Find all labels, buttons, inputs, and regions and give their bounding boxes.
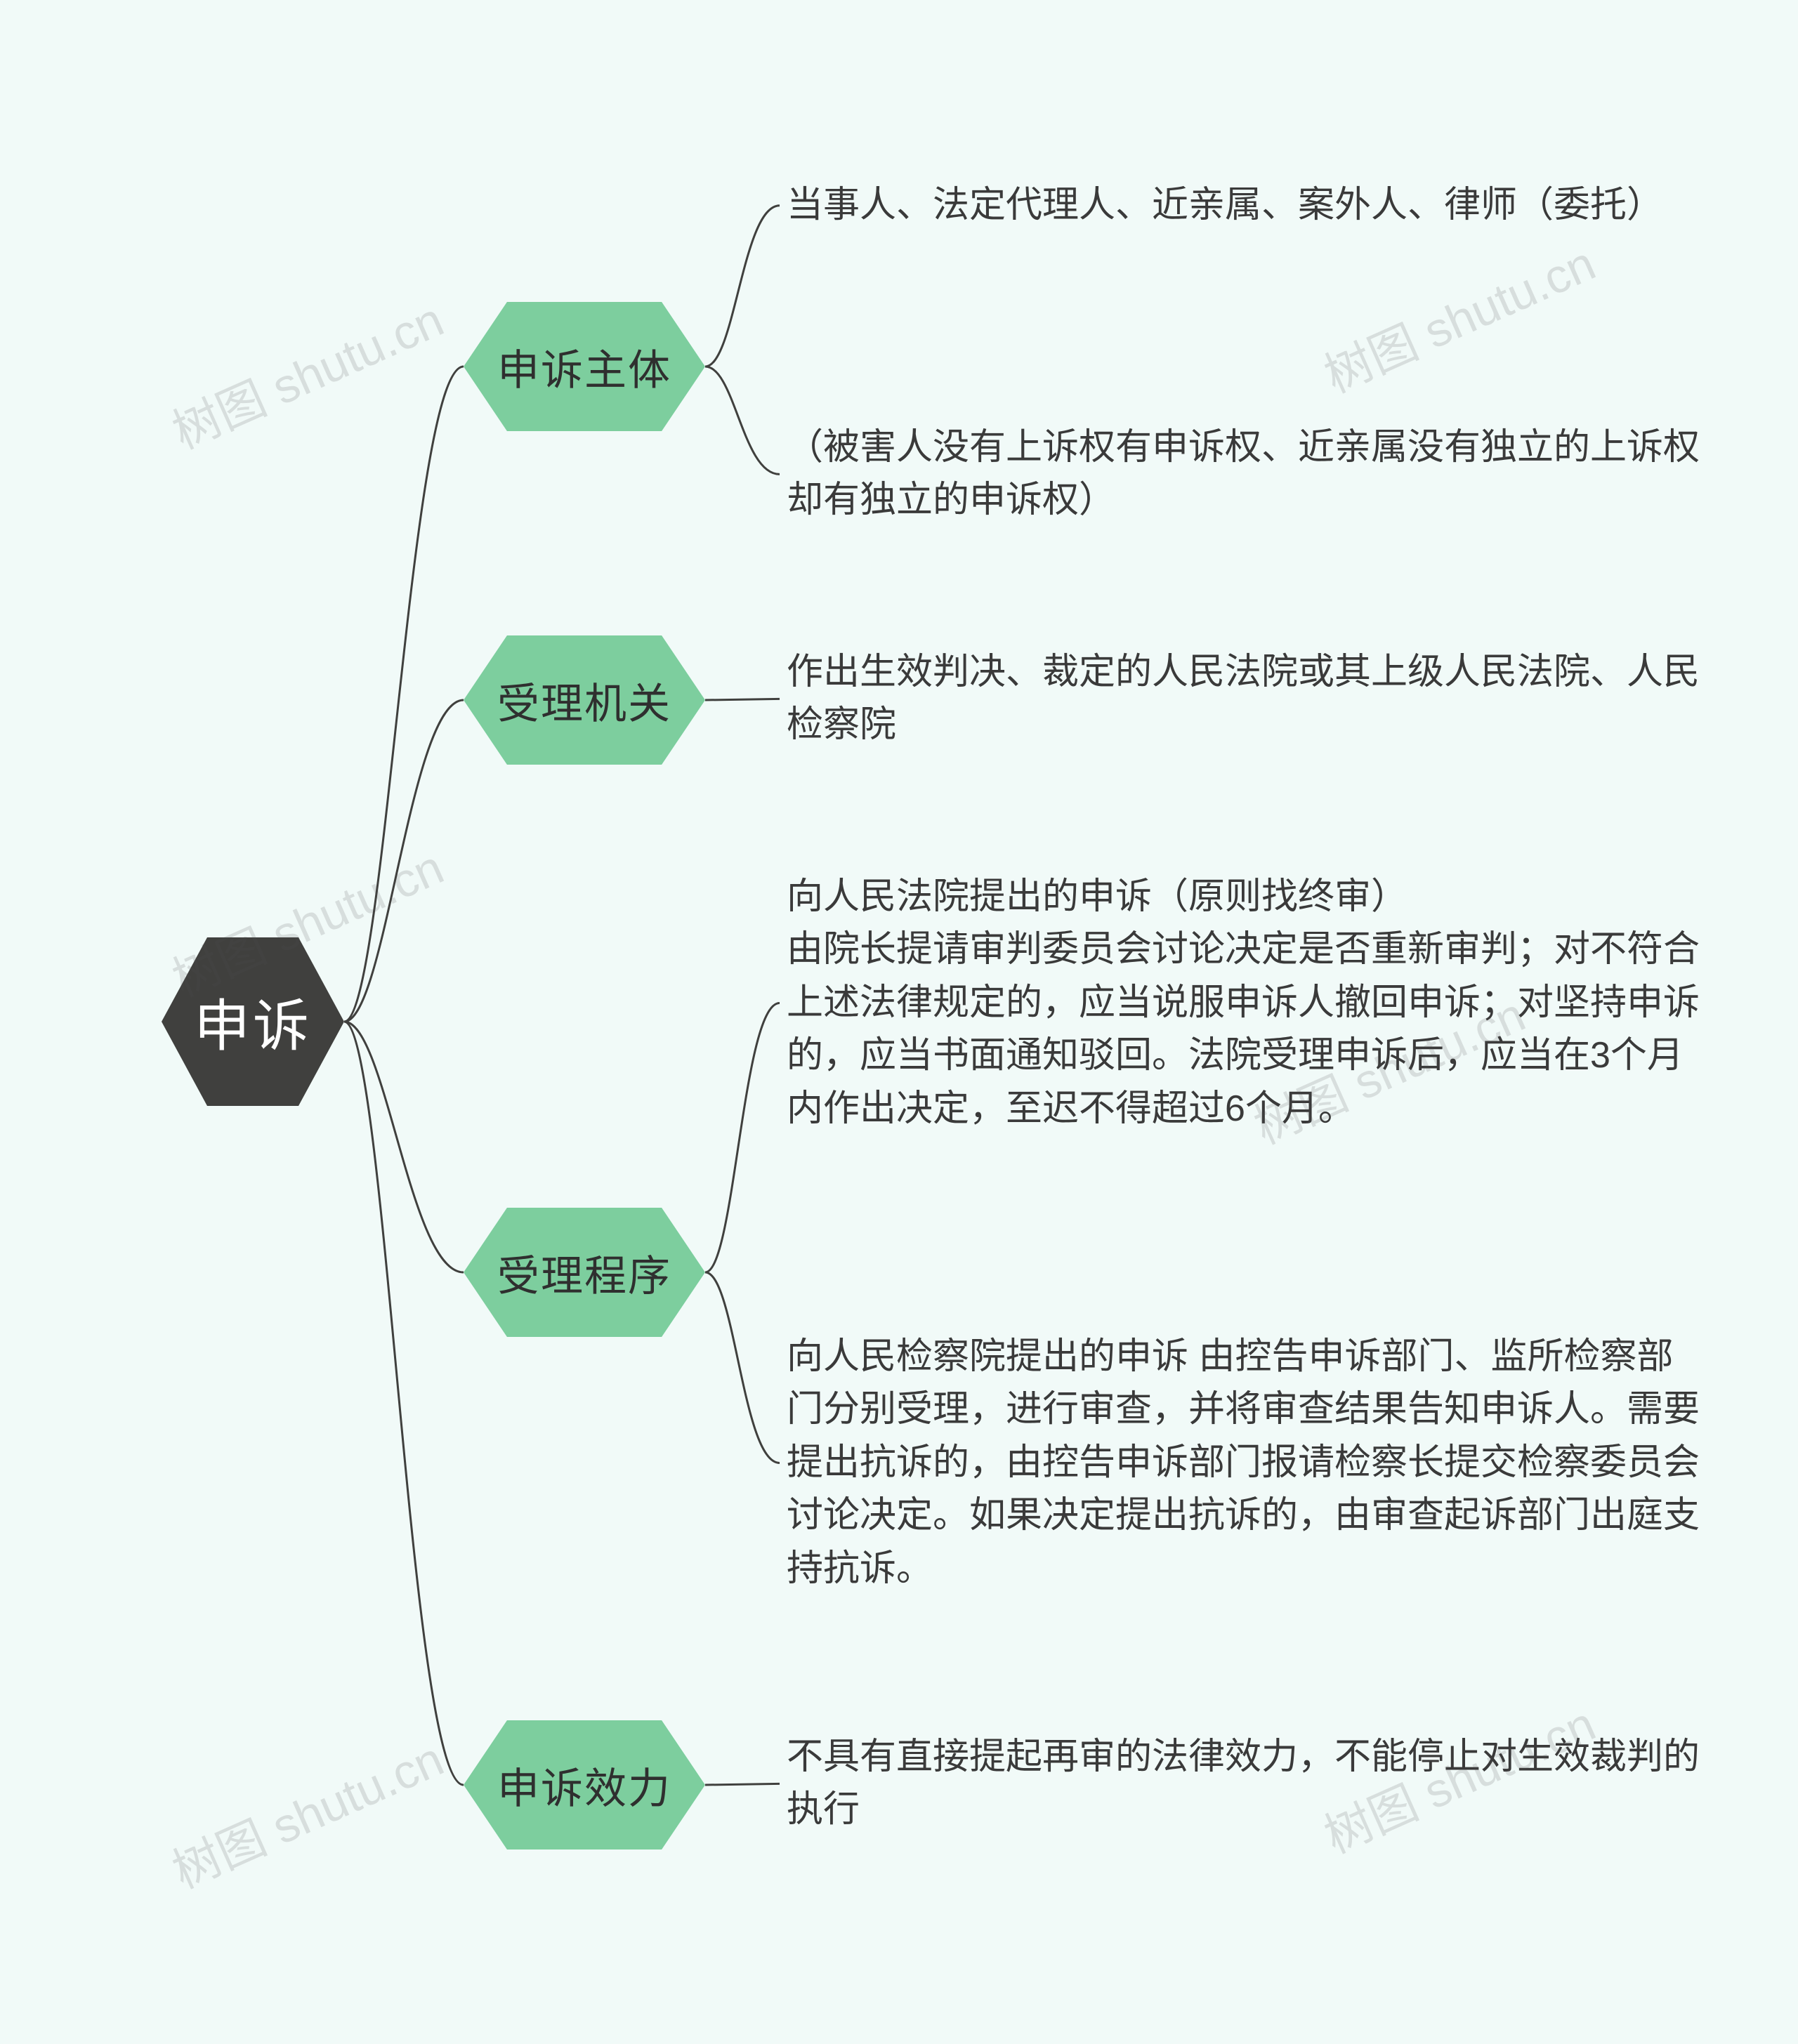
watermark: 树图 shutu.cn <box>160 282 453 463</box>
leaf-node: 作出生效判决、裁定的人民法院或其上级人民法院、人民检察院 <box>787 646 1700 752</box>
branch-node: 受理程序 <box>464 1208 705 1337</box>
leaf-node: 当事人、法定代理人、近亲属、案外人、律师（委托） <box>787 179 1700 232</box>
watermark: 树图 shutu.cn <box>160 1721 453 1902</box>
branch-label: 受理机关 <box>497 670 671 731</box>
branch-label: 申诉效力 <box>497 1755 671 1816</box>
branch-node: 受理机关 <box>464 635 705 765</box>
branch-label: 受理程序 <box>497 1242 671 1303</box>
branch-node: 申诉效力 <box>464 1720 705 1850</box>
watermark: 树图 shutu.cn <box>1312 225 1605 407</box>
leaf-node: 向人民检察院提出的申诉 由控告申诉部门、监所检察部门分别受理，进行审查，并将审查… <box>787 1331 1700 1595</box>
root-label: 申诉 <box>194 981 312 1062</box>
leaf-node: 向人民法院提出的申诉（原则找终审） 由院长提请审判委员会讨论决定是否重新审判；对… <box>787 871 1700 1135</box>
branch-label: 申诉主体 <box>497 336 671 397</box>
branch-node: 申诉主体 <box>464 302 705 431</box>
leaf-node: （被害人没有上诉权有申诉权、近亲属没有独立的上诉权却有独立的申诉权） <box>787 421 1700 527</box>
root-node: 申诉 <box>162 937 344 1106</box>
mindmap-canvas: 申诉 申诉主体受理机关受理程序申诉效力 当事人、法定代理人、近亲属、案外人、律师… <box>0 0 1798 2044</box>
leaf-node: 不具有直接提起再审的法律效力，不能停止对生效裁判的执行 <box>787 1731 1700 1837</box>
